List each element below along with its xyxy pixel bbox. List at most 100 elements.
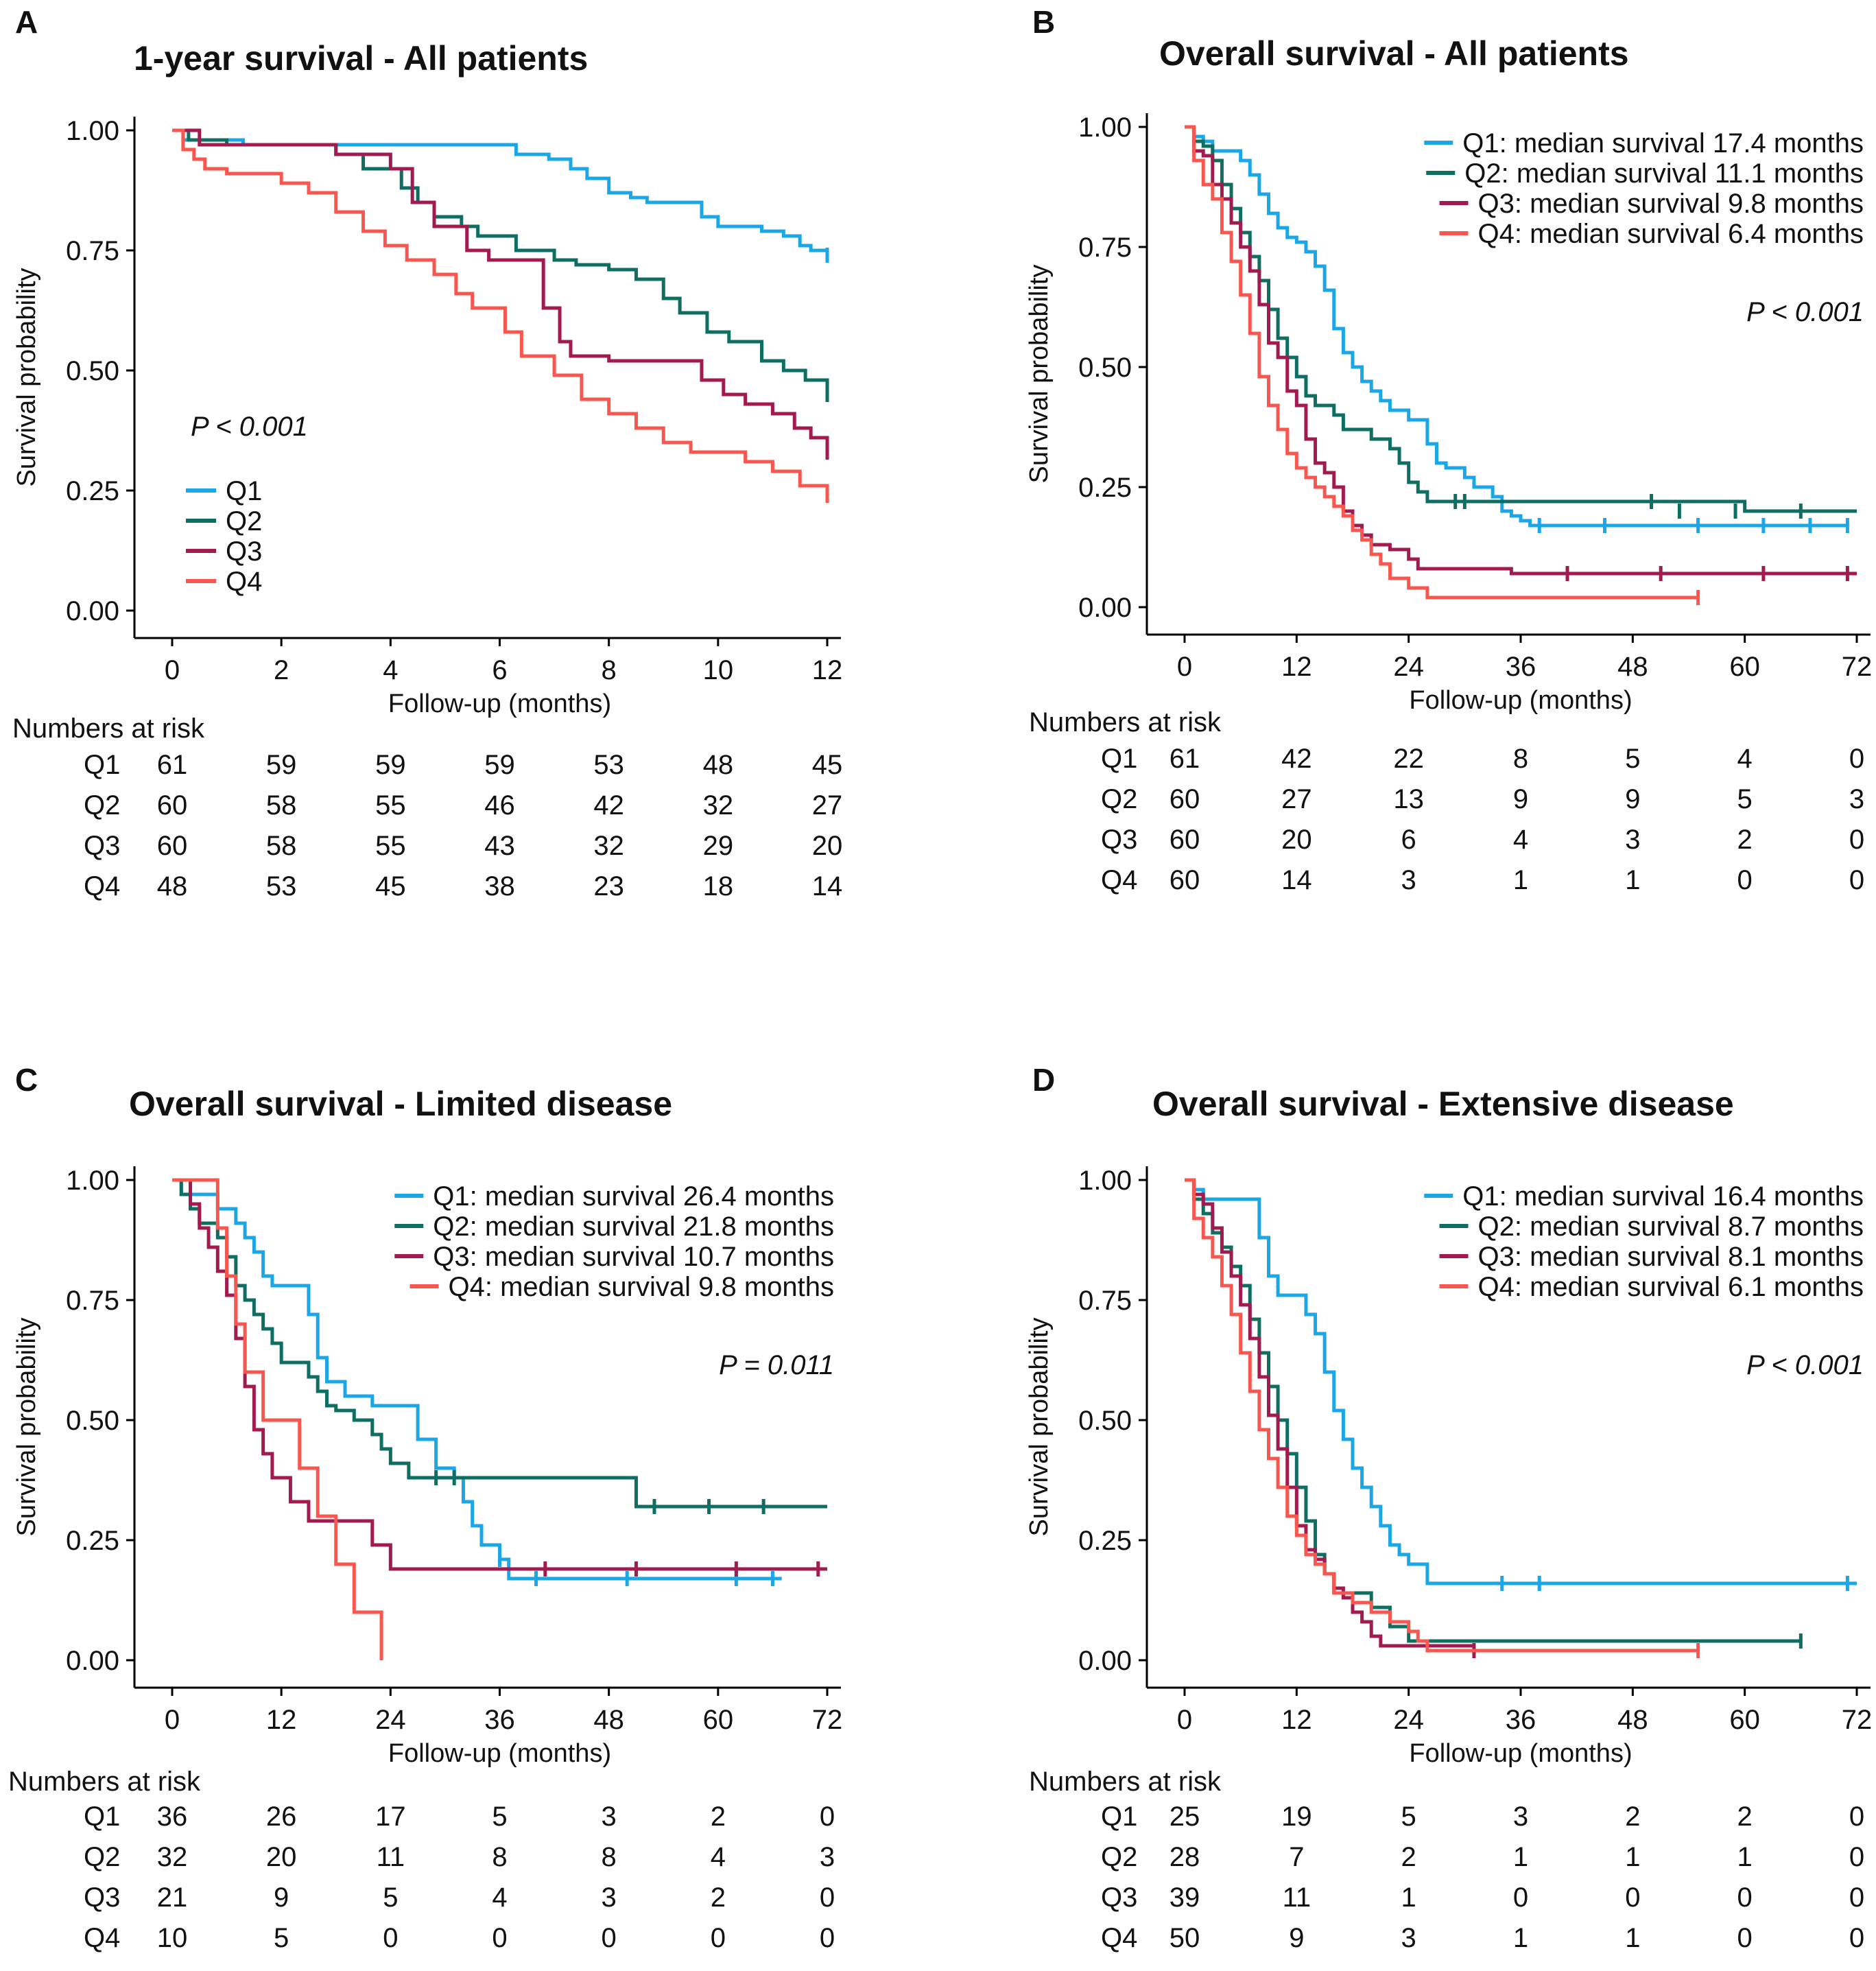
risk-cell: 4 [711,1842,726,1872]
risk-cell: 17 [375,1802,406,1832]
risk-cell: 20 [266,1842,297,1872]
risk-cell: 55 [375,831,406,861]
risk-cell: 11 [1283,1883,1311,1913]
risk-cell: 0 [602,1923,617,1953]
risk-cell: 0 [1737,1923,1753,1953]
risk-row-label: Q4 [84,871,120,901]
risk-cell: 3 [820,1842,835,1872]
x-tick-label: 6 [492,655,507,685]
risk-row-label: Q3 [1101,825,1137,855]
risk-cell: 19 [1281,1802,1312,1832]
x-tick-label: 4 [383,655,398,685]
risk-cell: 14 [812,871,843,901]
risk-cell: 8 [1513,744,1528,774]
x-tick-label: 60 [703,1705,734,1735]
legend-label-q2: Q2: median survival 8.7 months [1478,1212,1864,1242]
y-tick-label: 0.50 [66,356,119,386]
risk-cell: 8 [602,1842,617,1872]
risk-cell: 60 [1169,784,1200,814]
risk-cell: 32 [157,1842,188,1872]
y-tick-label: 0.50 [1078,353,1132,383]
panel-letter: B [1032,4,1055,40]
x-tick-label: 0 [1177,1705,1192,1735]
x-tick-label: 36 [1506,1705,1536,1735]
risk-table-title: Numbers at risk [12,713,205,744]
risk-cell: 0 [1849,1842,1864,1872]
panel-d: D Overall survival - Extensive disease 0.0… [1025,1062,1872,1953]
risk-cell: 9 [1289,1923,1304,1953]
risk-cell: 42 [593,790,624,821]
risk-cell: 1 [1513,1923,1528,1953]
panel-title: Overall survival - Limited disease [129,1085,672,1123]
y-axis-title: Survival probability [12,1318,41,1537]
legend-label-q4: Q4: median survival 6.4 months [1478,219,1864,249]
risk-cell: 46 [484,790,515,821]
risk-row-label: Q3 [84,831,120,861]
risk-cell: 60 [157,790,188,821]
y-tick-label: 0.00 [66,596,119,626]
risk-cell: 0 [1513,1883,1528,1913]
panel-c: C Overall survival - Limited disease 0.00 0… [8,1062,842,1953]
x-tick-label: 72 [812,1705,843,1735]
risk-cell: 59 [266,750,297,780]
risk-cell: 27 [812,790,843,821]
risk-cell: 59 [375,750,406,780]
risk-cell: 1 [1625,1923,1640,1953]
risk-cell: 20 [812,831,843,861]
risk-cell: 18 [703,871,734,901]
risk-cell: 53 [593,750,624,780]
risk-row-label: Q4 [84,1923,120,1953]
x-tick-label: 24 [1393,1705,1424,1735]
risk-cell: 2 [1625,1802,1640,1832]
risk-cell: 3 [602,1883,617,1913]
risk-cell: 3 [1401,865,1416,895]
legend-label-q2: Q2 [226,506,262,536]
x-axis-title: Follow-up (months) [1409,686,1632,715]
risk-cell: 6 [1401,825,1416,855]
risk-cell: 60 [157,831,188,861]
y-axis-title: Survival probability [1025,1318,1054,1537]
y-tick-label: 0.50 [1078,1406,1132,1436]
risk-row-label: Q3 [84,1883,120,1913]
risk-cell: 9 [1625,784,1640,814]
risk-cell: 20 [1281,825,1312,855]
legend-label-q4: Q4: median survival 6.1 months [1478,1272,1864,1302]
x-tick-label: 24 [375,1705,406,1735]
x-tick-label: 72 [1842,1705,1873,1735]
risk-cell: 0 [1849,1883,1864,1913]
survival-curve-q4 [1185,125,1698,600]
risk-cell: 60 [1169,865,1200,895]
x-tick-label: 2 [274,655,289,685]
x-tick-label: 48 [1617,652,1648,682]
y-tick-label: 0.00 [1078,1646,1132,1676]
risk-cell: 29 [703,831,734,861]
survival-curve-q2 [1185,125,1857,513]
risk-cell: 45 [375,871,406,901]
risk-cell: 42 [1281,744,1312,774]
risk-table: Numbers at risk Q1 61 59 59 59 53 48 45 Q2 60 58 55 4… [12,713,842,901]
risk-cell: 4 [1737,744,1753,774]
legend-label-q4: Q4: median survival 9.8 months [449,1272,834,1302]
risk-cell: 45 [812,750,843,780]
survival-curve-q1 [172,128,829,255]
x-tick-label: 60 [1729,652,1760,682]
risk-cell: 38 [484,871,515,901]
y-tick-label: 0.25 [1078,473,1132,503]
survival-curve-q4 [1185,1178,1698,1653]
risk-row-label: Q2 [84,790,120,821]
risk-row-label: Q2 [84,1842,120,1872]
y-axis-title: Survival probability [1025,265,1054,484]
x-tick-label: 72 [1842,652,1873,682]
risk-cell: 4 [492,1883,507,1913]
risk-cell: 48 [703,750,734,780]
x-tick-label: 0 [1177,652,1192,682]
risk-cell: 39 [1169,1883,1200,1913]
risk-cell: 0 [1849,744,1864,774]
risk-cell: 55 [375,790,406,821]
legend-label-q1: Q1: median survival 16.4 months [1462,1181,1864,1212]
